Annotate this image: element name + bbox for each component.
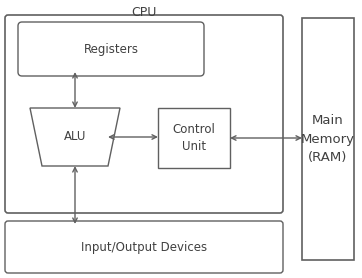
FancyBboxPatch shape xyxy=(158,108,230,168)
FancyBboxPatch shape xyxy=(5,15,283,213)
Text: ALU: ALU xyxy=(64,130,86,143)
Text: Input/Output Devices: Input/Output Devices xyxy=(81,240,207,254)
Text: CPU: CPU xyxy=(131,6,157,19)
Text: Control
Unit: Control Unit xyxy=(173,123,215,153)
Text: Main
Memory
(RAM): Main Memory (RAM) xyxy=(301,115,355,163)
Bar xyxy=(302,18,354,260)
FancyBboxPatch shape xyxy=(18,22,204,76)
Text: Registers: Registers xyxy=(84,43,139,56)
FancyBboxPatch shape xyxy=(5,221,283,273)
Polygon shape xyxy=(30,108,120,166)
